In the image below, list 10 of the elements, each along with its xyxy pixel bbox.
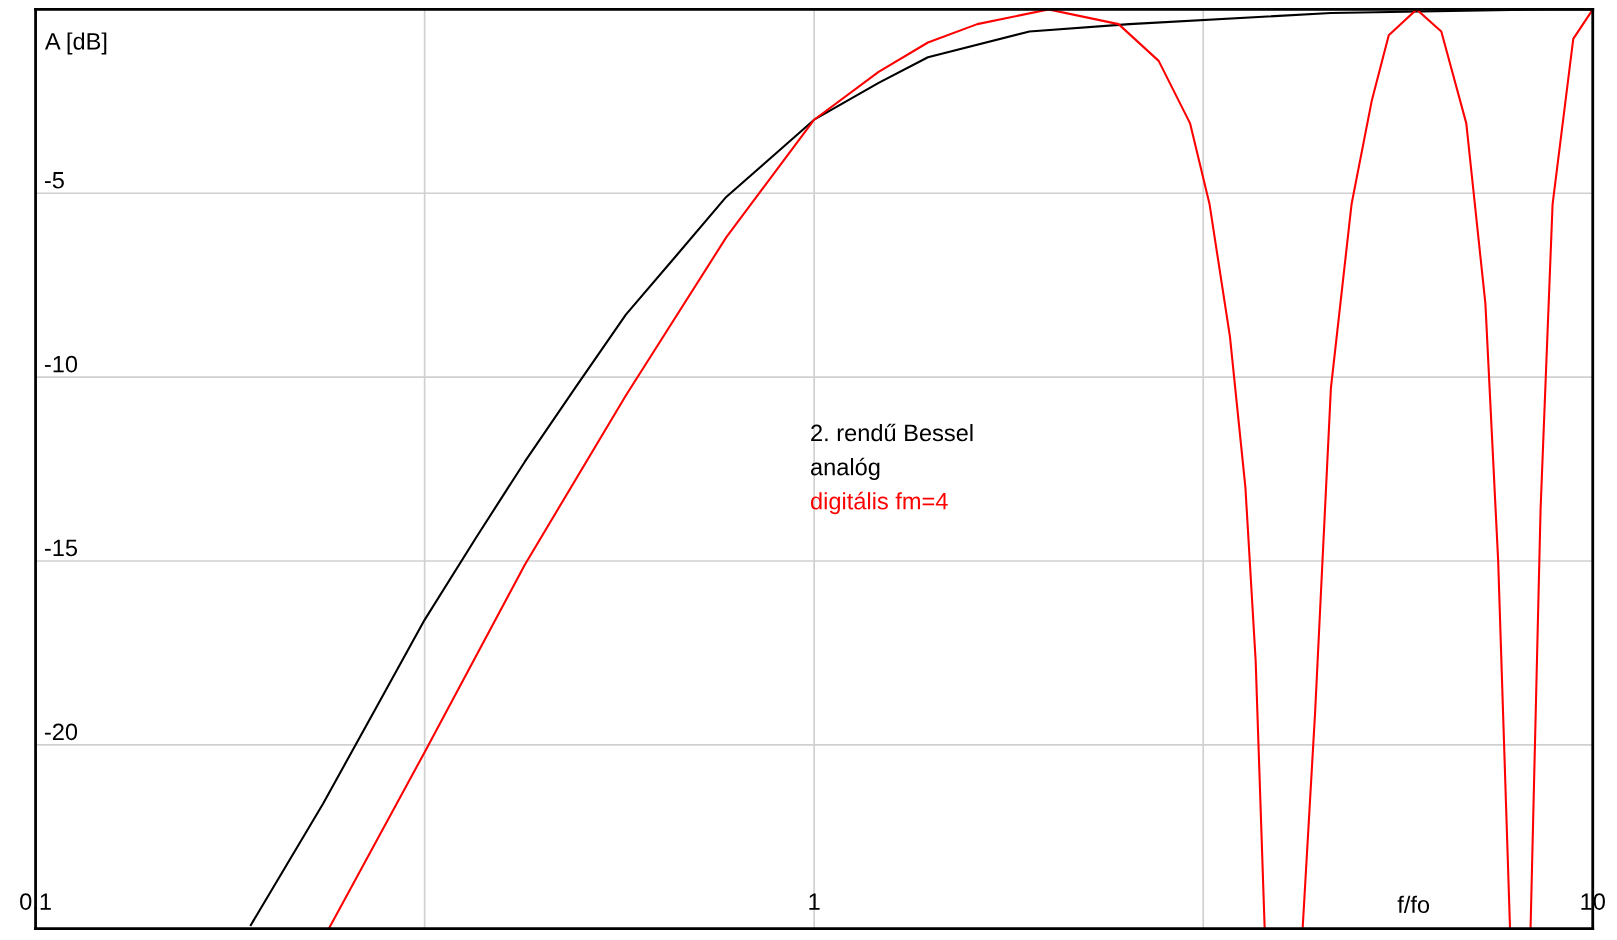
text: analóg [810,457,880,481]
y-tick-label: -10 [44,355,78,373]
text: digitális fm=4 [810,491,948,515]
y-tick-label: -20 [44,723,78,741]
y-axis-title: A [dB] [44,32,107,55]
x-axis-title: f/fo [1397,895,1430,914]
y-tick-label: -15 [44,539,78,557]
y-tick-label: -5 [44,172,64,189]
x-tick-label: 1 [809,893,820,910]
legend-title: 2. rendű Bessel [811,423,973,442]
